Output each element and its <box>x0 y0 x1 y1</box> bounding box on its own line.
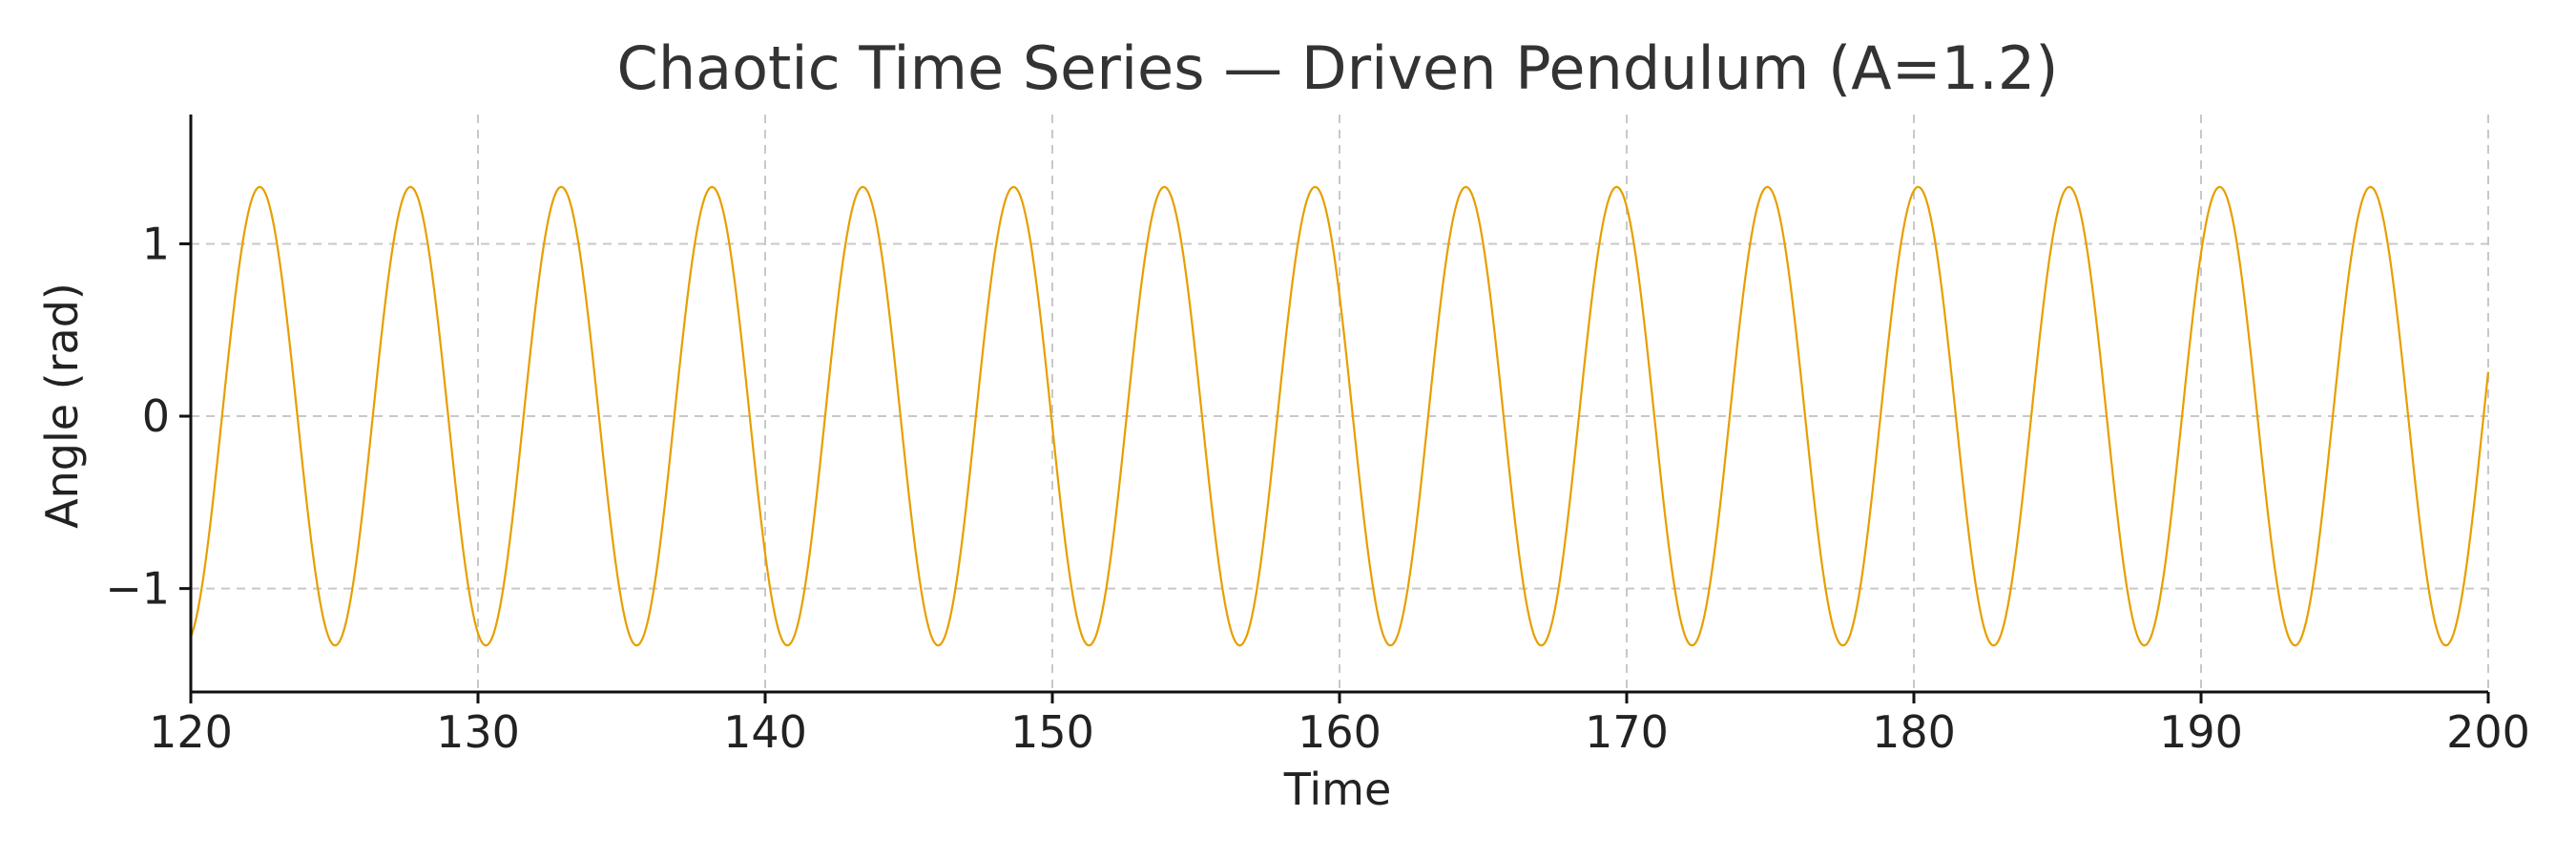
x-tick-label-130: 130 <box>436 706 520 758</box>
series-layer <box>189 185 2490 647</box>
x-tick-label-170: 170 <box>1585 706 1669 758</box>
x-tick-label-120: 120 <box>149 706 233 758</box>
x-tick-label-160: 160 <box>1298 706 1381 758</box>
x-tick-label-180: 180 <box>1872 706 1956 758</box>
y-axis-label: Angle (rad) <box>36 283 88 529</box>
x-tick-label-190: 190 <box>2159 706 2243 758</box>
x-tick-label-140: 140 <box>723 706 807 758</box>
y-tick-label-0: 1 <box>142 218 170 269</box>
x-tick-label-200: 200 <box>2446 706 2530 758</box>
grid-lines <box>190 115 2489 692</box>
ticks: 120 130 140 150 160 170 180 190 200 1 0 −1 <box>105 218 2530 758</box>
chart-title: Chaotic Time Series — Driven Pendulum (A… <box>617 33 2059 103</box>
y-tick-label-2: −1 <box>105 563 170 615</box>
x-tick-label-150: 150 <box>1010 706 1094 758</box>
series-line-angle <box>189 185 2490 647</box>
x-axis-label: Time <box>1283 764 1392 815</box>
y-tick-label-1: 0 <box>142 390 170 442</box>
